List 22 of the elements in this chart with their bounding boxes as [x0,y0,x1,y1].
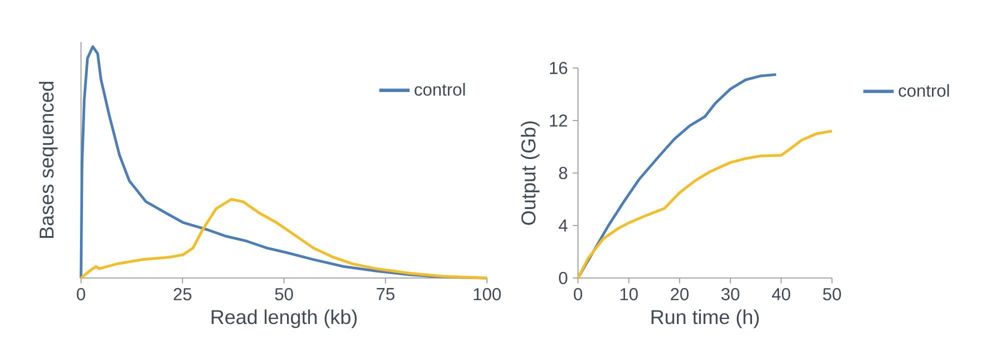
x-tick-label: 75 [376,288,394,300]
y-axis-title: Output (Gb) [520,121,540,225]
y-tick-label: 4 [558,220,568,232]
y-tick-label: 12 [550,114,568,127]
x-tick-label: 0 [76,288,86,300]
x-tick-label: 25 [174,288,192,300]
x-tick-label: 50 [275,288,293,300]
x-tick-label: 40 [772,288,790,300]
legend-label: control [898,84,949,97]
x-tick-label: 30 [721,288,740,300]
x-tick-label: 20 [670,288,689,300]
y-tick-label: 0 [558,272,568,284]
y-tick-label: 16 [550,62,568,74]
y-tick-label: 8 [559,166,568,180]
x-tick-label: 100 [474,288,501,300]
x-tick-label: 50 [823,288,841,300]
x-tick-label: 10 [620,288,638,300]
x-axis-title: Run time (h) [652,309,759,328]
legend-label: control [414,82,465,96]
x-axis-title: Read length (kb) [212,309,357,328]
y-axis-title: Bases sequenced [38,82,58,238]
x-tick-label: 0 [574,288,582,300]
